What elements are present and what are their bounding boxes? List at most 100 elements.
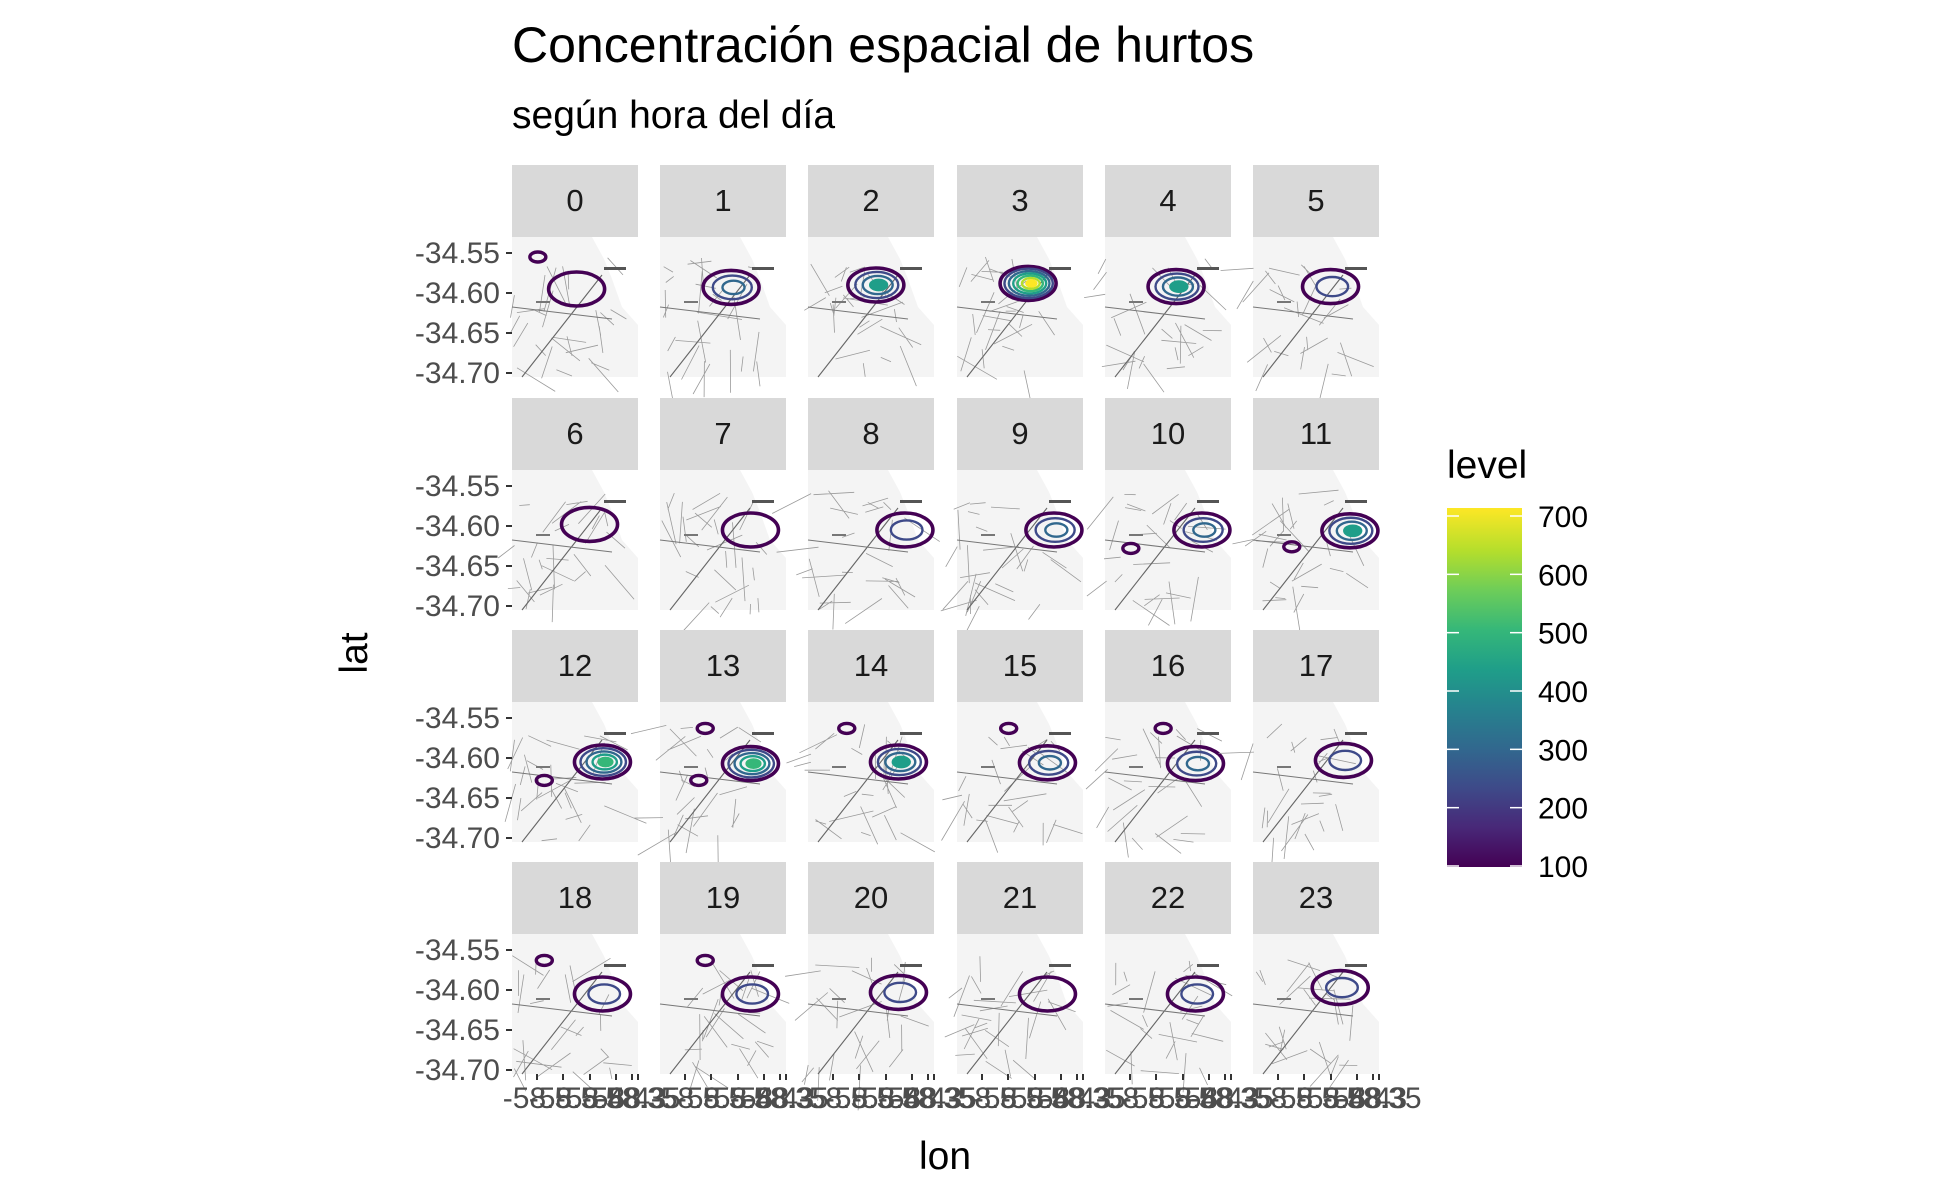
facet-strip <box>660 630 786 702</box>
density-contour <box>720 744 781 783</box>
facet-strip <box>512 398 638 470</box>
avenue-line <box>956 306 1058 320</box>
density-contour <box>572 743 633 781</box>
facet-strip <box>957 630 1083 702</box>
avenue-line <box>1104 1003 1206 1017</box>
facet-label: 4 <box>1159 183 1176 218</box>
density-contour <box>1169 280 1189 293</box>
map-label-mark <box>900 267 922 270</box>
x-tick-label: -58.4 <box>1027 1082 1095 1115</box>
density-contour <box>1003 267 1054 300</box>
facet-panel: 6 -34.55 -34.60 -34.65 -34.70 <box>415 398 638 623</box>
x-tick-label: -58.35 <box>743 1082 828 1115</box>
x-axis-title: lon <box>919 1135 971 1178</box>
river-area <box>888 237 934 325</box>
avenue-line <box>511 306 613 320</box>
avenue-line <box>1262 274 1344 378</box>
density-contour <box>1146 267 1206 306</box>
density-contour <box>733 751 771 776</box>
legend-title: level <box>1447 444 1527 487</box>
map-label-mark <box>1277 998 1291 1000</box>
density-contour <box>1172 511 1232 549</box>
density-contour <box>1020 276 1041 290</box>
chart-subtitle: según hora del día <box>512 94 835 137</box>
density-contour <box>1343 524 1363 538</box>
y-tick-label: -34.70 <box>415 590 500 623</box>
avenue-line <box>817 739 899 843</box>
avenue-line <box>807 539 909 553</box>
basemap <box>659 470 786 634</box>
map-label-mark <box>536 998 550 1000</box>
density-contour <box>1016 274 1045 293</box>
x-tick-label: -58.35 <box>1040 1082 1125 1115</box>
density-contour <box>868 973 929 1012</box>
river-area <box>1333 934 1379 1022</box>
map-label-mark <box>981 998 995 1000</box>
density-contour <box>1313 741 1374 780</box>
density-contour <box>1165 975 1226 1013</box>
avenue-line <box>1114 971 1196 1075</box>
avenue-line <box>966 739 1048 843</box>
facet-panel: 14 <box>786 630 935 853</box>
facet-panel: 13 <box>630 630 786 874</box>
facet-label: 3 <box>1011 183 1028 218</box>
x-tick-label: -58.4 <box>852 1082 920 1115</box>
density-contour <box>745 758 762 769</box>
facet-panel: 18-34.55-34.60-34.65-34.70-58.5-58.5-58.… <box>415 862 681 1115</box>
x-tick-label: -58.35 <box>891 1082 976 1115</box>
map-label-mark <box>1277 534 1291 536</box>
street-lines <box>1086 493 1226 626</box>
basemap <box>1232 470 1379 632</box>
map-label-mark <box>752 964 774 967</box>
x-tick-label: -58.4 <box>730 1082 798 1115</box>
street-lines <box>1218 723 1356 879</box>
map-label-mark <box>604 732 626 735</box>
density-contour <box>1324 976 1359 999</box>
density-contour <box>534 773 555 788</box>
facet-label: 13 <box>706 648 740 683</box>
map-label-mark <box>1345 964 1367 967</box>
map-label-mark <box>981 766 995 768</box>
density-contour <box>889 519 924 541</box>
density-contour <box>1165 744 1226 783</box>
map-label-mark <box>832 534 846 536</box>
density-contour <box>998 264 1058 303</box>
avenue-line <box>1262 971 1344 1075</box>
facet-panel: 5 <box>1220 165 1379 399</box>
basemap <box>1084 237 1231 393</box>
basemap <box>1252 934 1379 1088</box>
density-contour <box>695 953 715 968</box>
river-area <box>740 237 786 325</box>
density-contour <box>998 721 1019 736</box>
basemap <box>511 934 638 1092</box>
facet-strip <box>512 862 638 934</box>
density-contour <box>1027 749 1070 776</box>
density-contour <box>1185 755 1211 772</box>
facet-strip <box>1105 165 1231 237</box>
map-label-mark <box>981 534 995 536</box>
x-tick-label: -58.3 <box>1043 1082 1111 1115</box>
x-tick-label: -58.3 <box>746 1082 814 1115</box>
street-lines <box>940 502 1082 631</box>
map-label-mark <box>604 500 626 503</box>
x-tick-label: -58.3 <box>598 1082 666 1115</box>
x-tick-label: -58.5 <box>529 1082 597 1115</box>
x-tick-label: -58.5 <box>503 1082 571 1115</box>
avenue-line <box>659 306 761 320</box>
x-tick-label: -58.4 <box>1149 1082 1217 1115</box>
river-area <box>740 702 786 790</box>
map-label-mark <box>1345 500 1367 503</box>
density-contour <box>1012 272 1048 295</box>
facet-label: 23 <box>1299 880 1333 915</box>
facet-panel: 10 <box>1086 398 1232 626</box>
density-contour <box>1017 743 1078 782</box>
density-contour <box>735 983 770 1005</box>
facet-panel: 23-58.5-58.5-58.4-58.4-58.3-58.35 <box>1244 862 1422 1115</box>
density-contour <box>876 747 923 777</box>
avenue-line <box>1252 771 1354 785</box>
basemap <box>630 702 786 874</box>
map-label-mark <box>832 766 846 768</box>
map-label-mark <box>1049 732 1071 735</box>
avenue-line <box>1262 507 1344 611</box>
basemap <box>1220 237 1379 399</box>
